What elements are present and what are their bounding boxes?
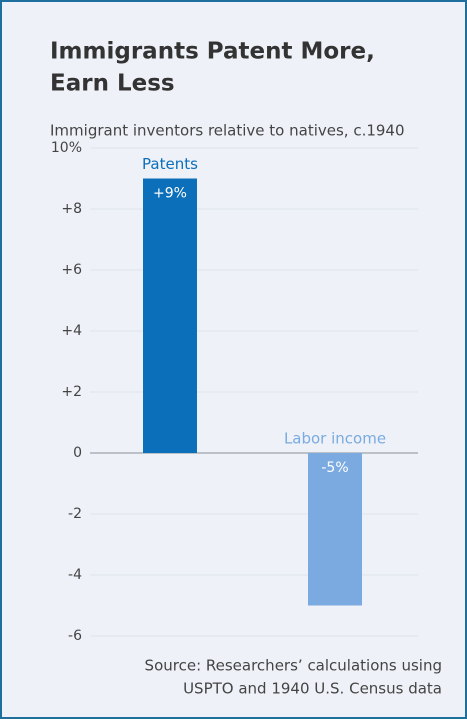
bar	[143, 178, 197, 453]
y-tick-label: -6	[68, 628, 82, 644]
category-label: Patents	[142, 155, 198, 173]
y-tick-label: +4	[61, 323, 82, 339]
y-tick-label: -4	[68, 567, 82, 583]
chart-title: Earn Less	[50, 71, 175, 97]
bar-value-label: +9%	[153, 186, 187, 202]
category-label: Labor income	[284, 430, 386, 448]
y-tick-label: -2	[68, 506, 82, 522]
chart-title: Immigrants Patent More,	[50, 39, 375, 65]
source-note: Source: Researchers’ calculations using	[145, 657, 442, 675]
bar-value-label: -5%	[321, 460, 348, 476]
chart-subtitle: Immigrant inventors relative to natives,…	[50, 122, 405, 140]
y-tick-label: +8	[61, 201, 82, 217]
y-tick-label: +2	[61, 384, 82, 400]
source-note: USPTO and 1940 U.S. Census data	[183, 680, 442, 698]
y-tick-label: +6	[61, 262, 82, 278]
bar	[308, 453, 362, 606]
y-tick-label: 0	[73, 445, 82, 461]
y-tick-label: 10%	[51, 140, 82, 156]
